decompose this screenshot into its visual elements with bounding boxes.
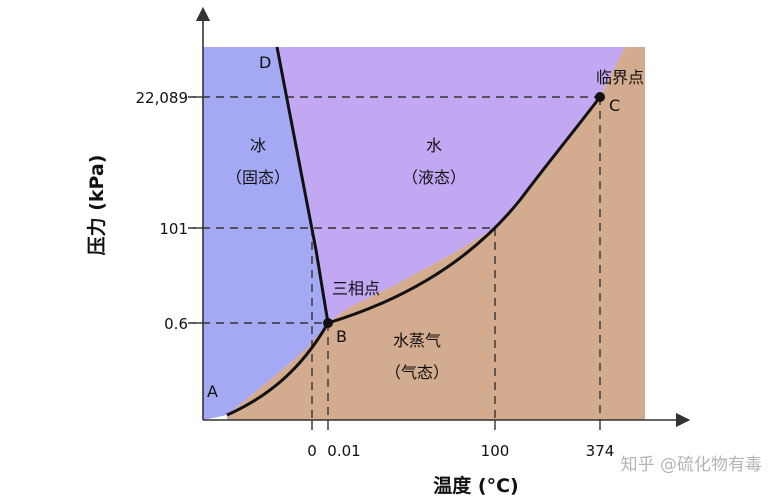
liquid-region bbox=[277, 47, 625, 323]
watermark: 知乎 @硫化物有毒 bbox=[621, 455, 762, 475]
x-tick-label: 100 bbox=[481, 442, 510, 460]
triple-point-label: 三相点 bbox=[332, 279, 380, 298]
tick-marks bbox=[193, 96, 601, 430]
guide-lines bbox=[188, 96, 601, 420]
triple-point-marker bbox=[323, 318, 333, 328]
liquid-region-state: （液态） bbox=[402, 168, 466, 187]
x-axis-title: 温度 (°C) bbox=[433, 474, 518, 497]
critical-point-marker bbox=[595, 92, 605, 102]
y-tick-label: 101 bbox=[159, 220, 188, 238]
solid-region-state: （固态） bbox=[226, 168, 290, 187]
x-tick-label: 0.01 bbox=[327, 442, 360, 460]
vapor-region bbox=[227, 47, 645, 420]
y-axis-title: 压力 (kPa) bbox=[85, 155, 108, 256]
point-c-label: C bbox=[609, 96, 620, 115]
y-tick-label: 22,089 bbox=[136, 89, 189, 107]
vaporization-curve bbox=[327, 96, 602, 325]
vapor-region-state: （气态） bbox=[385, 363, 449, 382]
point-d-label: D bbox=[259, 53, 271, 72]
point-b-label: B bbox=[336, 327, 347, 346]
x-tick-label: 0 bbox=[307, 442, 317, 460]
vapor-region-name: 水蒸气 bbox=[393, 331, 441, 350]
y-tick-label: 0.6 bbox=[164, 315, 188, 333]
solid-region bbox=[203, 47, 328, 420]
fusion-curve bbox=[275, 46, 330, 324]
point-a-label: A bbox=[207, 382, 218, 401]
sublimation-curve bbox=[226, 322, 330, 417]
x-tick-label: 374 bbox=[586, 442, 615, 460]
liquid-region-name: 水 bbox=[426, 136, 442, 155]
solid-region-name: 冰 bbox=[250, 136, 266, 155]
critical-point-label: 临界点 bbox=[596, 68, 644, 87]
